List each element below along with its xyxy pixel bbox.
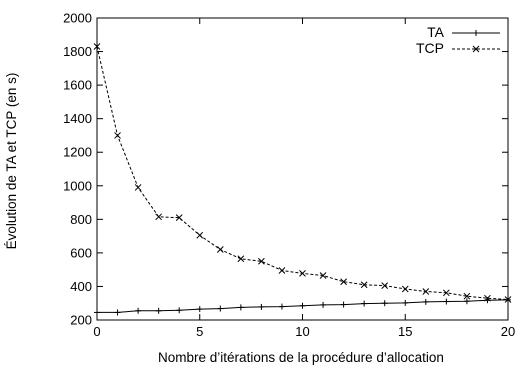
y-tick-label: 1000 (63, 178, 92, 193)
x-tick-label: 15 (398, 324, 412, 339)
y-tick-label: 1600 (63, 78, 92, 93)
data-point-ta (217, 305, 224, 312)
data-point-ta (196, 306, 203, 313)
data-point-tcp (360, 281, 368, 289)
x-tick-label: 5 (196, 324, 203, 339)
data-point-tcp (504, 296, 512, 303)
data-point-tcp (463, 292, 471, 300)
data-point-ta (320, 301, 327, 308)
y-axis-title: Évolution de TA et TCP (en s) (4, 73, 19, 250)
data-point-tcp (237, 255, 245, 263)
data-point-ta (340, 301, 347, 308)
series-ta (94, 296, 511, 316)
data-point-ta (463, 298, 470, 305)
data-point-ta (114, 309, 121, 316)
data-point-ta (135, 307, 142, 314)
data-point-ta (443, 298, 450, 305)
y-tick-label: 600 (70, 245, 92, 260)
series-line-tcp (96, 46, 509, 300)
data-point-ta (237, 304, 244, 311)
legend-marker-ta (473, 30, 479, 36)
data-point-tcp (340, 278, 347, 286)
data-point-tcp (155, 213, 163, 221)
data-point-tcp (299, 270, 306, 277)
x-axis-title: Nombre d’itérations de la procédure d’al… (158, 350, 444, 365)
legend-label-ta: TA (427, 24, 445, 40)
y-tick-label: 1200 (63, 145, 92, 160)
data-point-ta (299, 302, 306, 309)
data-point-tcp (422, 288, 430, 295)
x-tick-label: 20 (501, 324, 515, 339)
x-tick-label: 0 (93, 324, 100, 339)
data-point-tcp (258, 257, 265, 265)
y-tick-label: 1800 (63, 44, 92, 59)
data-point-tcp (278, 267, 286, 274)
data-point-tcp (216, 246, 224, 253)
legend-label-tcp: TCP (416, 40, 444, 56)
data-point-tcp (484, 294, 491, 302)
data-point-tcp (175, 214, 183, 222)
ticks: 200 400 600 800 1000 1200 1400 1600 1800 2000 0 5 10… (63, 11, 515, 340)
data-point-tcp (319, 272, 327, 279)
data-point-ta (381, 300, 388, 307)
data-point-tcp (442, 289, 450, 297)
data-point-ta (176, 307, 183, 314)
y-tick-label: 200 (70, 313, 92, 328)
y-tick-label: 2000 (63, 11, 92, 26)
y-tick-label: 800 (70, 212, 92, 227)
series-layer (93, 43, 512, 316)
data-point-tcp (114, 132, 121, 139)
legend: TA TCP (416, 24, 500, 56)
y-tick-label: 1400 (63, 111, 92, 126)
data-point-tcp (401, 285, 409, 293)
data-point-ta (422, 298, 429, 305)
y-tick-label: 400 (70, 279, 92, 294)
data-point-tcp (134, 184, 142, 191)
data-point-tcp (381, 282, 389, 289)
plot-frame (96, 17, 509, 321)
data-point-ta (402, 299, 409, 306)
legend-marker-tcp (472, 45, 480, 53)
data-point-ta (361, 300, 368, 307)
axes (96, 17, 509, 321)
data-point-tcp (196, 231, 204, 239)
x-tick-label: 10 (295, 324, 309, 339)
data-point-tcp (93, 43, 101, 50)
data-point-ta (258, 303, 265, 310)
data-point-ta (278, 303, 285, 310)
data-point-ta (94, 309, 100, 316)
series-tcp (93, 43, 512, 303)
data-point-ta (155, 307, 162, 314)
